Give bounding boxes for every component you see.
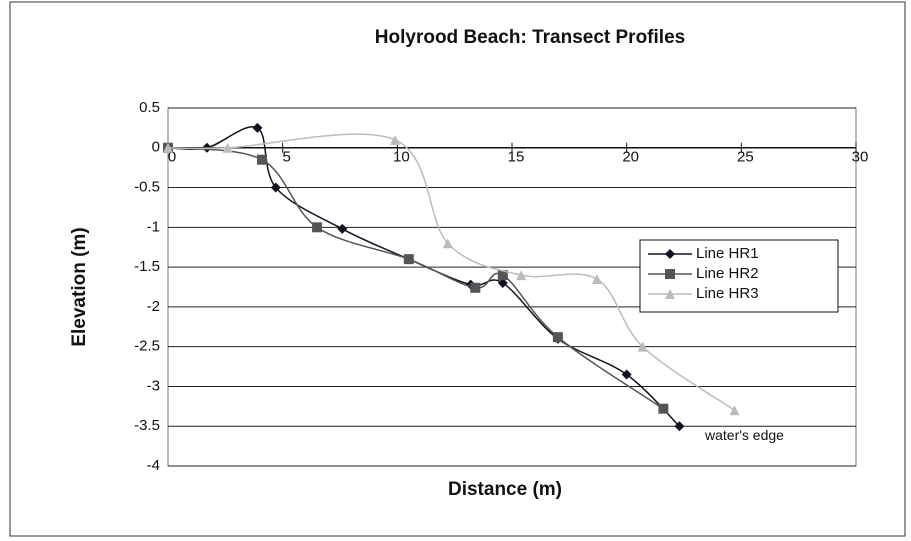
marker — [222, 142, 233, 153]
marker — [729, 405, 740, 416]
marker — [270, 182, 281, 193]
series-line — [167, 133, 735, 411]
marker — [442, 238, 453, 249]
x-tick-label: 5 — [282, 149, 290, 166]
marker — [312, 222, 323, 233]
y-tick-label: -1 — [147, 218, 160, 235]
marker — [257, 154, 268, 165]
y-tick-label: -4 — [147, 457, 160, 474]
marker — [403, 254, 414, 265]
marker — [252, 122, 263, 133]
marker — [674, 421, 685, 432]
marker — [665, 269, 675, 279]
marker — [497, 270, 508, 281]
x-tick-label: 10 — [393, 149, 410, 166]
marker — [591, 274, 602, 285]
marker — [658, 403, 669, 414]
marker — [337, 223, 348, 234]
marker — [665, 249, 675, 259]
marker — [163, 142, 173, 153]
marker — [390, 134, 401, 145]
marker — [665, 289, 675, 299]
y-tick-label: -3.5 — [134, 417, 160, 434]
x-tick-label: 30 — [852, 149, 869, 166]
chart-title: Holyrood Beach: Transect Profiles — [375, 27, 685, 48]
x-tick-label: 15 — [508, 149, 525, 166]
x-tick-label: 20 — [622, 149, 639, 166]
x-axis-label: Distance (m) — [448, 479, 562, 500]
y-tick-label: -2.5 — [134, 338, 160, 355]
y-axis-label: Elevation (m) — [69, 227, 90, 346]
marker — [552, 332, 563, 343]
y-tick-label: 0.5 — [139, 99, 160, 116]
annotation: water's edge — [704, 427, 784, 443]
marker — [497, 278, 508, 289]
x-tick-label: 25 — [737, 149, 754, 166]
legend-label: Line HR2 — [696, 265, 759, 282]
x-tick-label: 0 — [168, 149, 176, 166]
marker — [637, 341, 648, 352]
legend-label: Line HR3 — [696, 285, 759, 302]
y-tick-label: -3 — [147, 377, 160, 394]
y-tick-label: -0.5 — [134, 179, 160, 196]
y-tick-label: -1.5 — [134, 258, 160, 275]
marker — [470, 282, 481, 293]
marker — [516, 270, 527, 281]
y-tick-label: -2 — [147, 298, 160, 315]
legend-label: Line HR1 — [696, 245, 759, 262]
marker — [621, 369, 632, 380]
y-tick-label: 0 — [152, 139, 160, 156]
